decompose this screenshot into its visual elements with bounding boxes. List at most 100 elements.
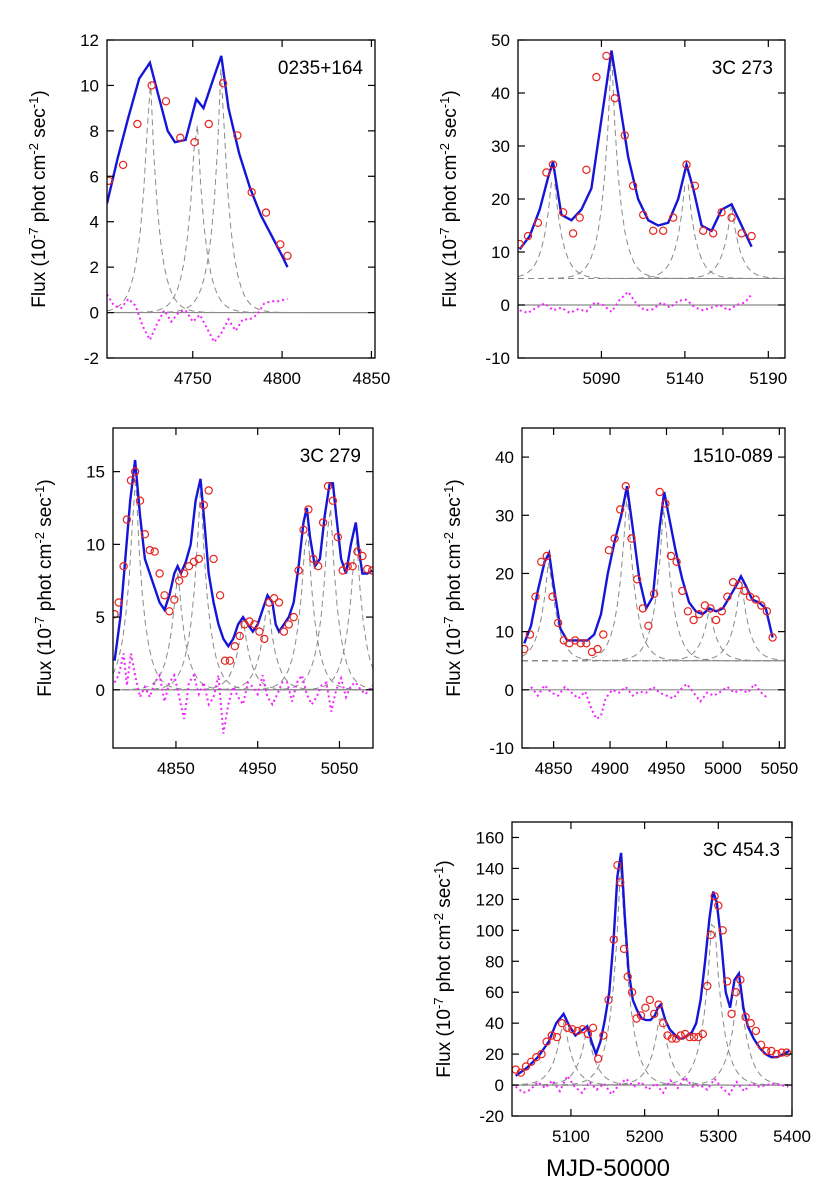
x-tick-label: 4800 (263, 369, 301, 388)
y-label-superscript: -2 (437, 143, 452, 155)
data-point (318, 518, 328, 527)
y-tick-label: 0 (501, 296, 510, 315)
data-point (690, 181, 700, 190)
x-tick-label: 4900 (591, 759, 629, 778)
data-point (145, 546, 154, 555)
data-point (782, 1048, 792, 1057)
y-tick-label: 30 (495, 506, 514, 525)
panel-title: 3C 454.3 (703, 840, 780, 861)
plot-frame (112, 427, 374, 749)
data-point (568, 229, 578, 238)
y-tick-label: 40 (485, 1014, 504, 1033)
data-point (649, 589, 659, 599)
y-tick-label: 40 (491, 84, 510, 103)
data-point (689, 615, 698, 625)
data-point (557, 1019, 567, 1028)
y-tick-label: -2 (84, 349, 99, 368)
data-point (284, 620, 293, 629)
y-label-superscript: -2 (431, 913, 446, 925)
data-point (107, 176, 113, 185)
data-point (620, 131, 630, 140)
model-line (107, 55, 289, 268)
y-tick-label: 60 (485, 983, 504, 1002)
data-point (723, 977, 732, 986)
y-label-superscript: -7 (441, 616, 456, 628)
data-point (583, 1029, 593, 1039)
data-point (204, 486, 213, 495)
data-point (547, 1031, 557, 1040)
data-point (552, 1032, 562, 1042)
y-tick-label: 0 (495, 1076, 504, 1095)
plot-area (107, 55, 375, 344)
data-point (276, 240, 285, 249)
data-point (220, 656, 230, 665)
data-point (667, 1034, 677, 1043)
y-tick-label: 50 (491, 31, 510, 50)
data-point (516, 1068, 526, 1077)
data-point (714, 901, 723, 910)
data-point (363, 564, 372, 574)
data-point (269, 594, 279, 603)
data-point (706, 604, 715, 613)
data-point (582, 639, 591, 648)
y-tick-label: 10 (491, 243, 510, 262)
data-point (348, 562, 357, 571)
data-point (762, 1046, 771, 1056)
x-tick-label: 4850 (157, 759, 195, 778)
data-point (682, 160, 691, 169)
y-axis-label: Flux (10-7 phot cm-2 sec-1) (437, 90, 462, 307)
panel-title: 1510-089 (693, 446, 773, 467)
y-tick-label: 15 (86, 463, 105, 482)
y-label-superscript: -1 (441, 486, 456, 498)
data-point (639, 210, 648, 220)
data-point (230, 642, 239, 651)
y-label-text: Flux (10 (440, 239, 461, 308)
data-point (204, 119, 213, 129)
y-label-superscript: -7 (32, 616, 47, 628)
data-point (194, 554, 203, 564)
data-point (218, 78, 228, 88)
data-point (250, 620, 259, 629)
x-tick-label: 5140 (666, 369, 704, 388)
data-point (621, 482, 631, 491)
data-point (772, 1049, 781, 1059)
data-point (706, 930, 716, 940)
y-label-text: Flux (10 (35, 628, 56, 697)
data-point (709, 229, 718, 238)
data-point (174, 576, 184, 585)
data-point (723, 592, 732, 601)
data-point (527, 1057, 536, 1067)
data-point (113, 610, 119, 619)
data-point (659, 226, 668, 235)
data-point (299, 525, 308, 535)
data-point (627, 988, 637, 997)
data-point (160, 591, 169, 600)
model-line (515, 852, 790, 1077)
data-point (548, 592, 557, 601)
component-curve-1 (113, 477, 373, 691)
x-tick-label: 4850 (353, 369, 391, 388)
y-tick-label: -10 (485, 349, 510, 368)
data-point (756, 1040, 766, 1050)
x-tick-label: 5090 (583, 369, 621, 388)
y-label-superscript: -1 (431, 867, 446, 879)
x-tick-label: 5200 (626, 1127, 664, 1146)
data-point (199, 500, 208, 510)
data-point (757, 601, 766, 610)
data-point (717, 208, 726, 217)
x-axis-label: MJD-50000 (546, 1155, 670, 1182)
y-tick-label: -20 (479, 1107, 504, 1126)
data-point (737, 229, 746, 238)
data-point (747, 231, 756, 241)
data-point (632, 575, 642, 584)
data-point (184, 562, 194, 571)
data-point (711, 615, 721, 625)
data-point (669, 213, 678, 222)
y-tick-label: 10 (80, 76, 99, 95)
data-point (676, 1031, 685, 1040)
plot-frame (511, 821, 793, 1117)
data-point (333, 532, 342, 542)
data-point (542, 551, 552, 561)
y-label-text: ) (434, 860, 455, 866)
